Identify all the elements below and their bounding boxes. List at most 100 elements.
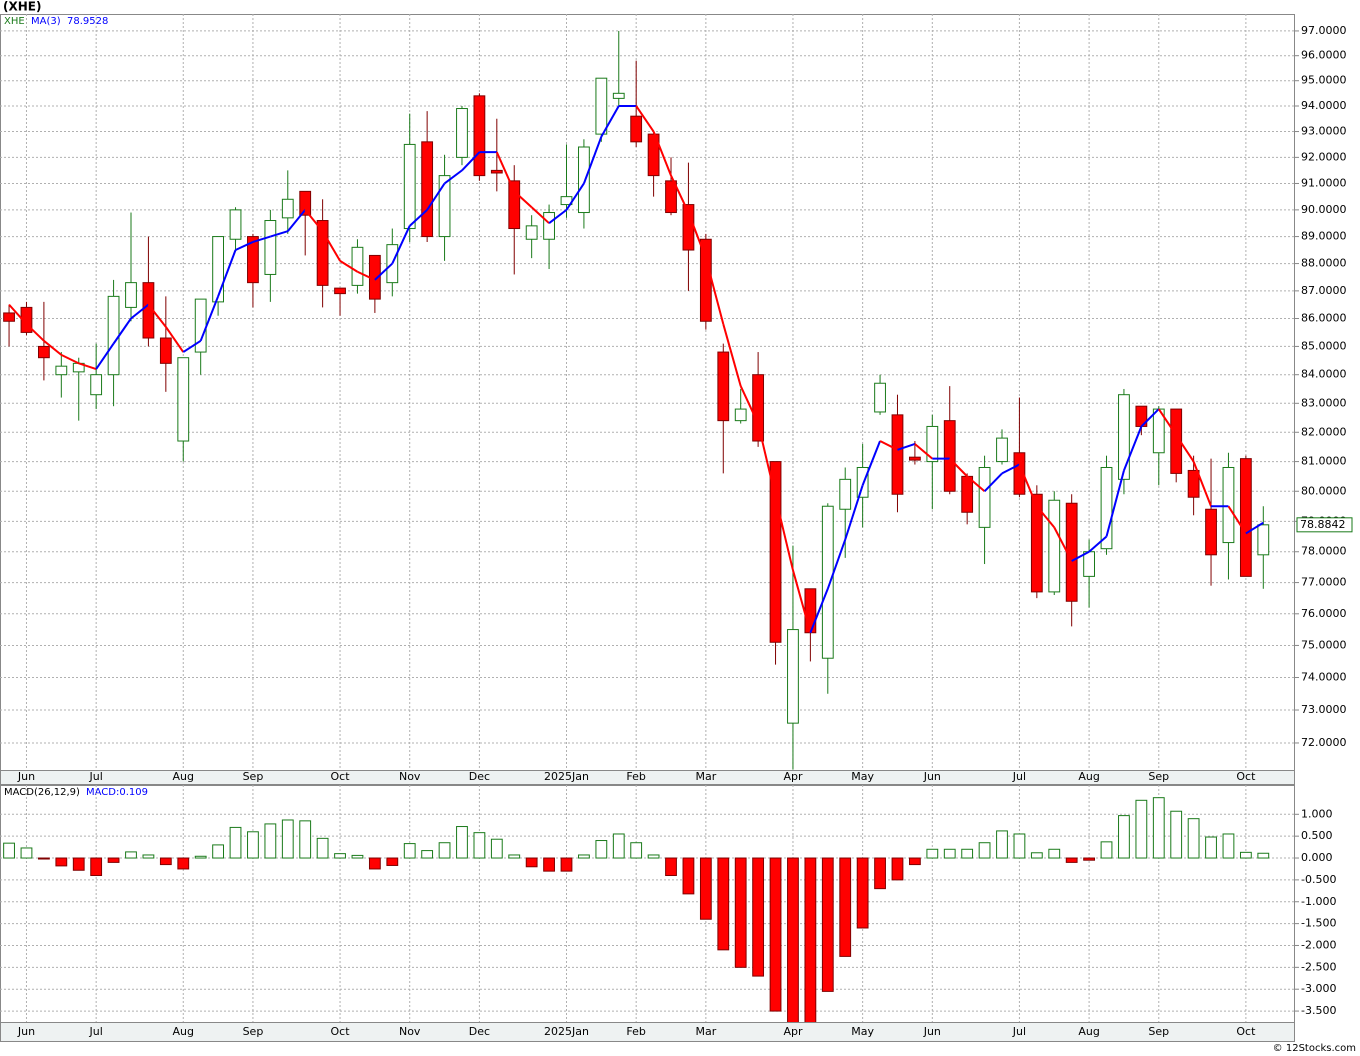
candle-body [543,212,555,240]
candle-body [299,190,312,216]
macd-legend-value: MACD:0.109 [86,787,148,798]
ma-segment [495,151,516,192]
ma-segment [1053,526,1073,562]
macd-bar [107,857,120,863]
y-tick-label: 76.0000 [1301,607,1347,620]
x-tick-label: Jun [923,1025,941,1038]
y-tick-label: 73.0000 [1301,703,1347,716]
ma-segment [757,423,777,498]
y-tick-label: -2.500 [1301,960,1336,973]
ma-segment [548,209,568,224]
y-tick-label: 90.0000 [1301,203,1347,216]
y-tick-label: 96.0000 [1301,49,1347,62]
macd-bar [734,857,747,968]
ma-segment [949,457,968,478]
y-tick-label: 94.0000 [1301,99,1347,112]
y-tick-label: 72.0000 [1301,736,1347,749]
macd-bar [543,857,555,872]
macd-bar [368,857,381,870]
macd-bar [247,831,259,859]
ma-segment [861,440,881,486]
ma-segment [304,209,324,232]
x-tick-label: Sep [1148,770,1169,783]
candle-body [508,180,521,230]
candle-body [1100,466,1113,550]
x-tick-label: Apr [783,770,803,783]
y-tick-label: 77.0000 [1301,576,1347,589]
ma-segment [1018,464,1038,507]
candle-body [1030,493,1043,593]
legend-symbol: XHE [4,16,25,27]
candle-body [421,141,434,238]
candle-body [787,629,799,724]
candle-body [752,374,765,442]
y-tick-label: -3.500 [1301,1004,1336,1017]
macd-bar [908,857,921,866]
macd-legend: MACD(26,12,9) [4,787,80,798]
candle-body [1222,466,1235,544]
ma-segment [983,472,1003,492]
ma-segment [199,296,220,342]
y-tick-label: 89.0000 [1301,230,1347,243]
macd-bar [1135,799,1148,859]
candle-body [926,425,939,463]
x-tick-label: Oct [331,770,351,783]
macd-bar [839,857,852,957]
macd-bar [996,830,1008,859]
macd-bar [386,857,399,866]
x-tick-label: Jun [923,770,941,783]
x-tick-label: Nov [399,770,421,783]
ma-segment [739,385,760,424]
y-tick-label: 1.000 [1301,807,1333,820]
candle-body [996,437,1008,463]
candle-body [1170,408,1183,474]
candle-body [107,295,120,376]
candle-body [456,108,468,158]
macd-bar [3,842,15,859]
macd-bar [943,848,956,859]
x-tick-label: Jul [89,770,103,783]
macd-bar [1030,852,1043,859]
candle-body [490,169,503,174]
candle-body [856,466,869,498]
y-tick-label: 83.0000 [1301,396,1347,409]
ma-segment [8,303,28,325]
ma-segment [339,260,358,273]
ma-segment [252,235,271,243]
candle-body [1013,452,1026,495]
macd-bar [647,854,660,859]
y-tick-label: -2.000 [1301,938,1336,951]
macd-bar [316,837,329,859]
ma-segment [670,175,690,213]
y-tick-label: 0.000 [1301,851,1333,864]
candle-body [1239,458,1252,577]
macd-bar [891,857,904,881]
x-tick-label: Jun [17,770,35,783]
candle-body [247,236,259,284]
y-tick-label: 97.0000 [1301,24,1347,37]
ma-segment [600,105,620,138]
y-tick-label: 87.0000 [1301,284,1347,297]
x-tick-label: Feb [626,770,645,783]
x-tick-label: Feb [626,1025,645,1038]
x-tick-label: Aug [1078,770,1099,783]
ma-segment [391,225,411,264]
ma-segment [914,443,933,460]
ma-segment [966,475,986,493]
ma-segment [182,339,202,353]
footer: © 12Stocks.com [1273,1043,1356,1054]
macd-bar [560,857,573,872]
x-tick-label: May [851,770,874,783]
y-tick-label: 82.0000 [1301,425,1347,438]
macd-bar [961,848,974,859]
x-tick-label: Jul [89,1025,103,1038]
x-tick-label: 2025Jan [544,1025,589,1038]
macd-bar [821,857,834,992]
candle-body [612,92,625,99]
candle-body [125,282,137,308]
y-tick-label: 85.0000 [1301,339,1347,352]
macd-bar [1048,848,1061,859]
macd-bar [334,853,346,859]
macd-bar [1257,852,1270,859]
x-tick-label: Dec [469,770,490,783]
